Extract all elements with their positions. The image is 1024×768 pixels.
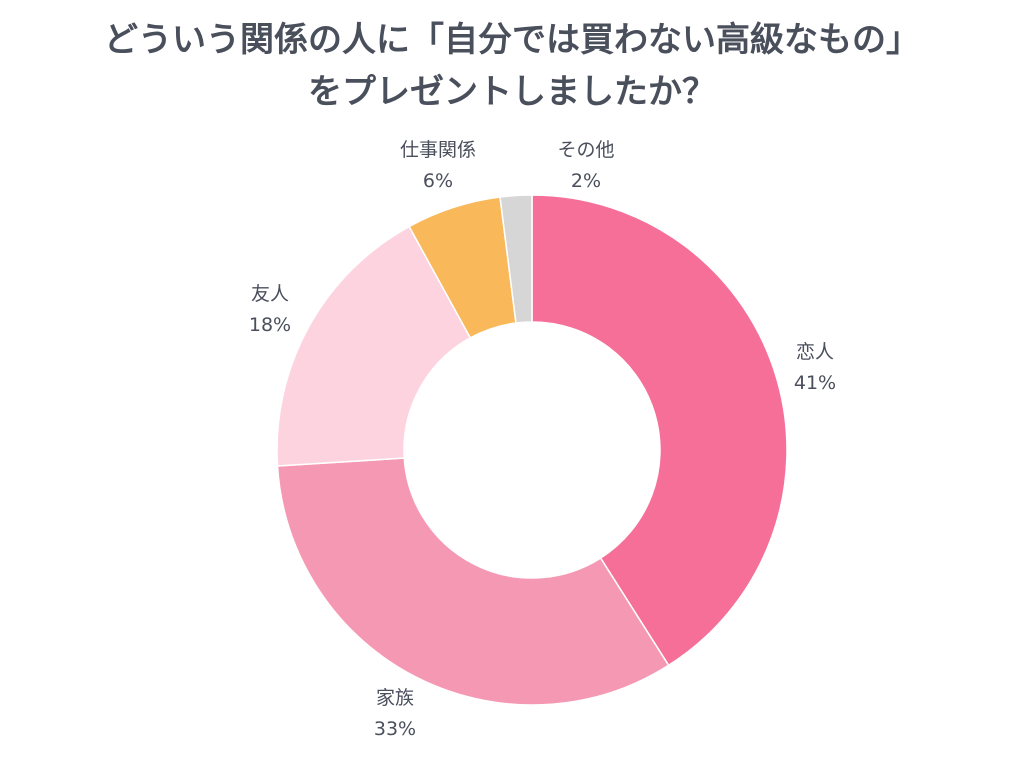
slice-label-value: 6% bbox=[423, 170, 453, 192]
chart-title-line-2: をプレゼントしましたか？ bbox=[308, 72, 716, 112]
slice-label-name: 仕事関係 bbox=[400, 139, 476, 161]
slice-labels: 恋人 41% 家族 33% 友人 18% 仕事関係 6% その他 2% bbox=[249, 139, 836, 740]
slice-label-name: 友人 bbox=[251, 283, 289, 305]
slice-label-name: 恋人 bbox=[796, 341, 834, 363]
slice-5 bbox=[499, 194, 533, 324]
chart-title: どういう関係の人に「自分では買わない高級なもの」 をプレゼントしましたか？ bbox=[0, 14, 1024, 118]
donut-slices bbox=[276, 194, 788, 706]
slice-label-value: 2% bbox=[571, 170, 601, 192]
slice-1 bbox=[531, 194, 788, 667]
chart-title-line-1: どういう関係の人に「自分では買わない高級なもの」 bbox=[104, 20, 920, 60]
slice-label-value: 33% bbox=[374, 718, 416, 740]
slice-label-value: 18% bbox=[249, 314, 291, 336]
slice-2 bbox=[276, 457, 670, 706]
slice-3 bbox=[276, 225, 472, 467]
slice-label-name: 家族 bbox=[376, 687, 414, 709]
slice-label-name: その他 bbox=[557, 139, 614, 161]
slice-label-value: 41% bbox=[794, 372, 836, 394]
